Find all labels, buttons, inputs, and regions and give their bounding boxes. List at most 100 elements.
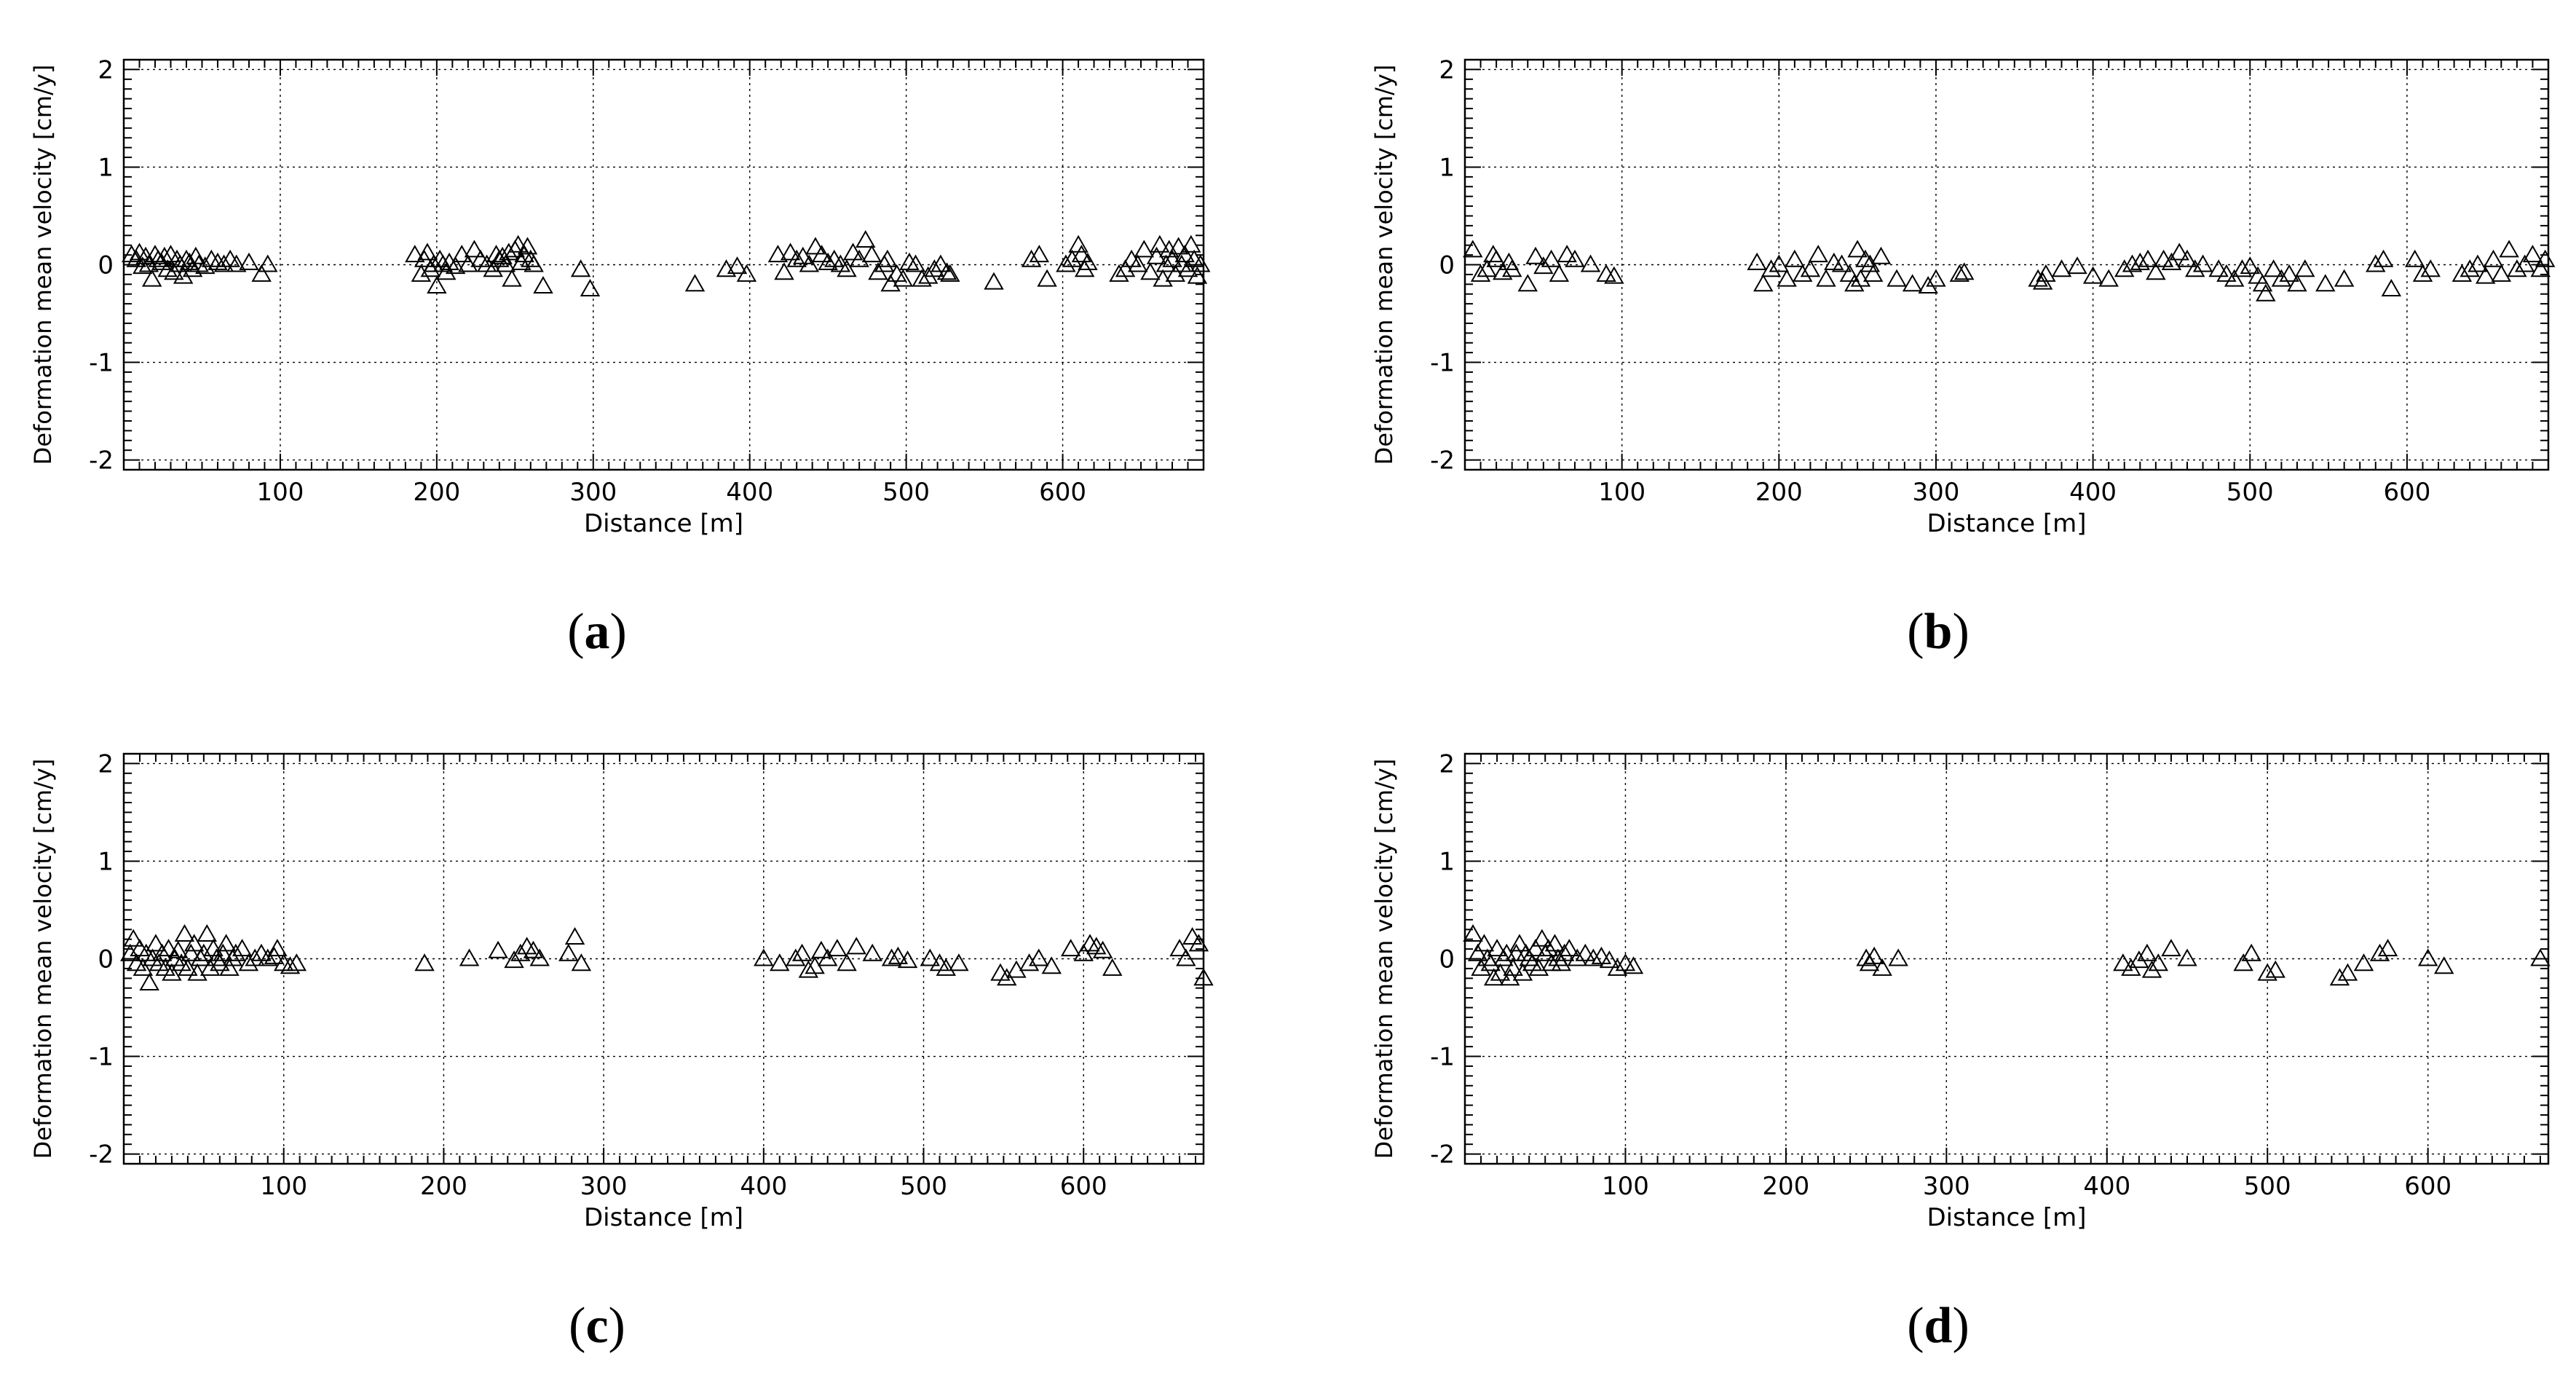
y-tick-label: -2 <box>89 1140 114 1170</box>
x-tick-label: 400 <box>2069 478 2117 507</box>
y-tick-label: 1 <box>98 847 114 876</box>
data-point <box>1471 958 1491 976</box>
plot-frame <box>1463 752 2550 1165</box>
data-point <box>1463 240 1483 258</box>
panel-label: (d) <box>1907 1298 1969 1354</box>
data-point <box>238 953 259 972</box>
data-point <box>1557 245 1577 263</box>
data-point <box>1181 235 1201 253</box>
x-tick-label: 600 <box>1039 478 1086 507</box>
data-point <box>1753 274 1774 292</box>
data-point <box>2036 264 2056 282</box>
data-point <box>138 254 159 272</box>
data-point <box>2224 269 2245 287</box>
data-point <box>1528 958 1549 976</box>
y-tick-label: 2 <box>98 55 114 84</box>
data-point <box>818 252 838 270</box>
data-point <box>510 943 531 961</box>
data-point <box>173 266 194 284</box>
data-point <box>1615 953 1636 972</box>
data-point <box>405 245 425 263</box>
y-axis-label: Deformation mean velocity [cm/y] <box>1370 65 1398 465</box>
data-point <box>1808 245 1828 263</box>
data-point <box>2507 259 2527 277</box>
data-point <box>152 943 173 961</box>
data-point <box>2337 963 2358 981</box>
data-point <box>1864 946 1884 964</box>
data-point <box>2114 259 2135 277</box>
data-point <box>488 940 508 958</box>
panel-label: (b) <box>1907 604 1969 660</box>
data-point <box>133 256 153 275</box>
x-tick-label: 600 <box>1060 1172 1107 1201</box>
data-point <box>1188 934 1209 952</box>
data-point <box>1839 264 1860 282</box>
x-tick-label: 500 <box>882 478 930 507</box>
data-point <box>888 946 909 964</box>
data-point <box>194 943 214 961</box>
data-point <box>924 259 945 277</box>
data-point <box>464 240 485 258</box>
panel-label-close: ) <box>1952 1298 1969 1354</box>
data-point <box>245 948 265 966</box>
data-point <box>2232 259 2253 277</box>
data-point <box>432 254 454 272</box>
data-point <box>524 254 544 272</box>
data-point <box>1538 939 1559 957</box>
panel-label-open: ( <box>1907 604 1924 660</box>
data-point <box>1954 262 1975 280</box>
data-point <box>280 956 301 974</box>
data-point <box>2522 245 2543 263</box>
data-point <box>1575 943 1596 961</box>
data-point <box>502 269 522 287</box>
x-tick-label: 100 <box>256 478 304 507</box>
x-axis-label: Distance [m] <box>584 1203 743 1232</box>
data-point <box>1480 953 1501 972</box>
data-point <box>920 948 941 966</box>
x-tick-label: 200 <box>1755 478 1803 507</box>
x-axis-label: Distance [m] <box>1927 509 2086 538</box>
data-point <box>517 237 538 255</box>
data-point <box>2263 259 2284 277</box>
data-point <box>162 963 182 981</box>
data-point <box>1623 956 1644 974</box>
data-point <box>1509 934 1530 952</box>
y-tick-label: 0 <box>98 945 114 974</box>
panel-label-close: ) <box>610 604 627 660</box>
data-point <box>862 943 882 961</box>
data-point <box>427 275 447 293</box>
data-point <box>1525 246 1546 264</box>
data-point <box>580 278 601 297</box>
data-point <box>846 937 866 955</box>
data-point <box>1816 269 1836 287</box>
data-point <box>2185 259 2205 277</box>
data-point <box>2420 259 2441 277</box>
data-point <box>414 953 435 972</box>
data-point <box>1187 266 1208 284</box>
data-point <box>1071 245 1092 263</box>
data-point <box>1134 240 1155 258</box>
data-point <box>767 245 789 263</box>
data-point <box>1777 269 1797 287</box>
x-tick-label: 600 <box>2404 1172 2451 1201</box>
data-point <box>139 972 159 991</box>
data-point <box>1483 968 1504 986</box>
plot-frame <box>122 752 1205 1165</box>
x-tick-label: 400 <box>740 1172 787 1201</box>
data-point <box>1487 939 1507 957</box>
data-point <box>1029 245 1050 263</box>
data-point <box>1028 948 1049 966</box>
data-point <box>2491 264 2512 282</box>
data-point <box>2192 254 2213 272</box>
panel-label-letter: d <box>1924 1298 1953 1354</box>
data-point <box>417 243 438 261</box>
data-point <box>570 259 591 277</box>
data-point <box>2098 269 2119 287</box>
x-tick-label: 500 <box>900 1172 947 1201</box>
data-point <box>2373 249 2394 267</box>
data-point <box>1872 958 1892 976</box>
data-point <box>120 943 141 961</box>
data-point <box>786 948 806 966</box>
data-point <box>1182 926 1203 945</box>
data-point <box>1949 264 1970 282</box>
